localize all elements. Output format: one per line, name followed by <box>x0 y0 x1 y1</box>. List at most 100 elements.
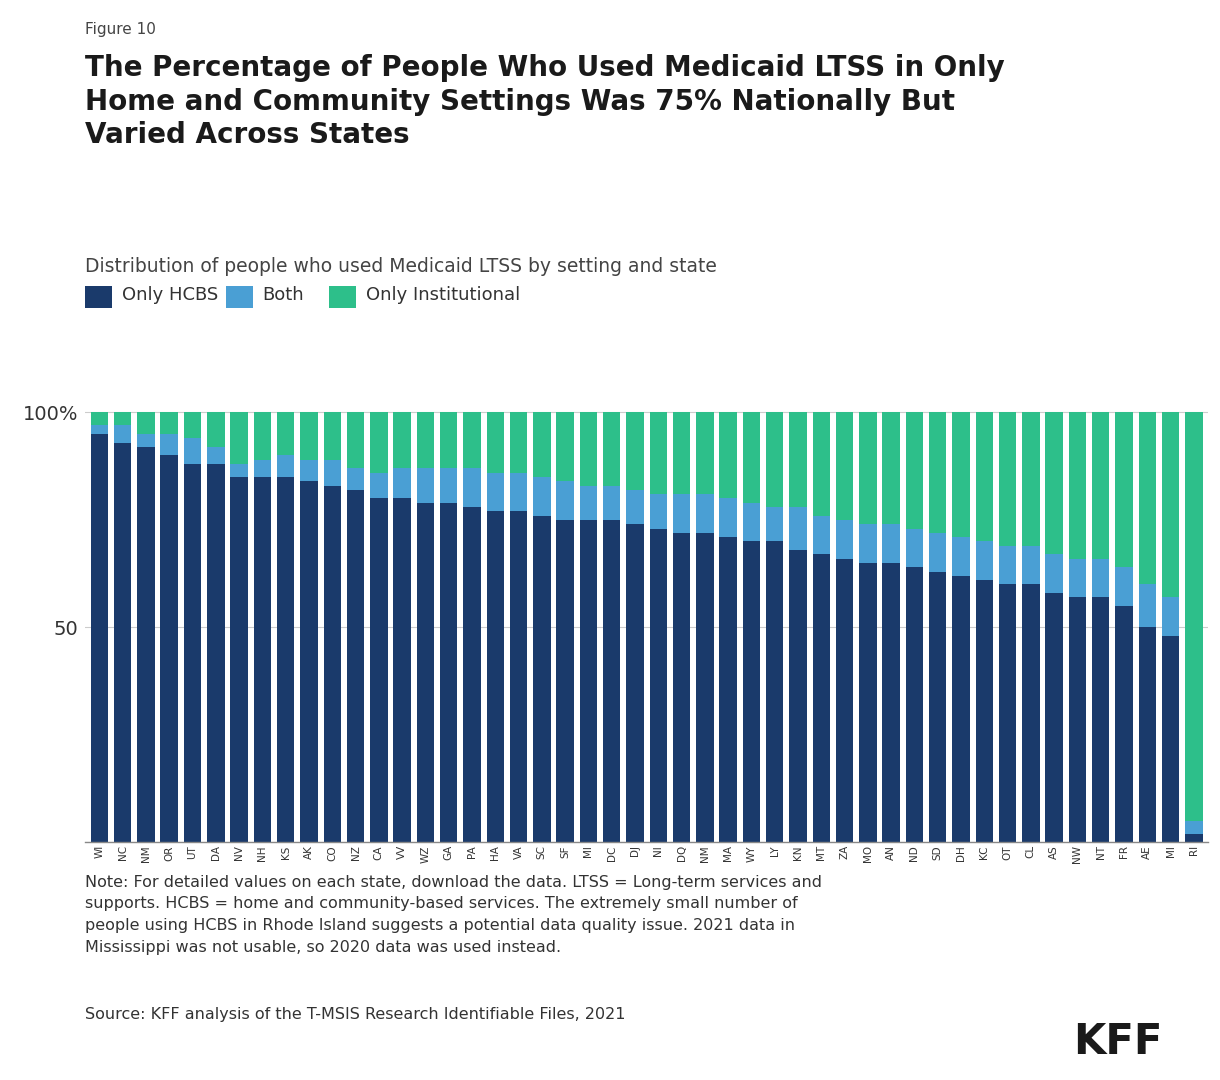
Bar <box>1092 558 1109 597</box>
Bar <box>882 413 900 524</box>
Bar <box>1161 413 1180 597</box>
Bar <box>580 486 597 519</box>
Bar <box>1022 413 1039 545</box>
Bar <box>813 554 830 842</box>
Bar <box>161 413 178 434</box>
Bar <box>813 515 830 554</box>
Bar <box>1022 545 1039 584</box>
Bar <box>137 447 155 842</box>
Bar <box>184 464 201 842</box>
Bar <box>928 571 947 842</box>
Bar <box>1046 413 1063 554</box>
Bar <box>836 519 853 558</box>
Bar <box>300 460 317 482</box>
Bar <box>1185 834 1203 842</box>
Bar <box>370 498 388 842</box>
Bar <box>254 460 271 477</box>
Bar <box>649 413 667 495</box>
Bar <box>789 413 806 507</box>
Bar <box>254 477 271 842</box>
Bar <box>346 490 365 842</box>
Bar <box>626 524 644 842</box>
Bar <box>300 482 317 842</box>
Bar <box>953 413 970 537</box>
Bar <box>346 413 365 469</box>
Bar <box>161 456 178 842</box>
Bar <box>510 473 527 511</box>
Bar <box>672 532 691 842</box>
Bar <box>207 447 224 464</box>
Bar <box>231 464 248 477</box>
Bar <box>697 413 714 495</box>
Bar <box>1022 584 1039 842</box>
Text: The Percentage of People Who Used Medicaid LTSS in Only
Home and Community Setti: The Percentage of People Who Used Medica… <box>85 54 1005 149</box>
Bar <box>440 469 458 502</box>
Bar <box>277 413 294 456</box>
Bar <box>743 413 760 502</box>
Bar <box>743 541 760 842</box>
Bar <box>393 469 411 498</box>
Bar <box>603 519 621 842</box>
Bar <box>487 473 504 511</box>
Bar <box>464 469 481 507</box>
Bar <box>556 413 573 482</box>
Bar <box>556 519 573 842</box>
Bar <box>1138 627 1157 842</box>
Bar <box>231 413 248 464</box>
Text: Only HCBS: Only HCBS <box>122 286 218 303</box>
Text: Only Institutional: Only Institutional <box>366 286 520 303</box>
Bar <box>672 413 691 495</box>
Bar <box>417 502 434 842</box>
Bar <box>1138 413 1157 584</box>
Bar <box>1069 558 1086 597</box>
Bar <box>882 563 900 842</box>
Bar <box>603 486 621 519</box>
Bar <box>207 464 224 842</box>
Bar <box>1161 597 1180 636</box>
Bar <box>370 473 388 498</box>
Bar <box>113 426 132 443</box>
Bar <box>533 515 550 842</box>
Bar <box>533 477 550 515</box>
Bar <box>510 511 527 842</box>
Bar <box>161 434 178 456</box>
Bar <box>928 532 947 571</box>
Bar <box>1115 606 1132 842</box>
Bar <box>323 460 340 486</box>
Bar <box>953 537 970 576</box>
Bar <box>953 576 970 842</box>
Bar <box>254 413 271 460</box>
Bar <box>323 486 340 842</box>
Bar <box>300 413 317 460</box>
Bar <box>1069 597 1086 842</box>
Bar <box>556 482 573 519</box>
Bar <box>1092 597 1109 842</box>
Bar <box>440 502 458 842</box>
Bar <box>789 550 806 842</box>
Bar <box>905 413 924 528</box>
Bar <box>1069 413 1086 558</box>
Bar <box>417 413 434 469</box>
Text: Distribution of people who used Medicaid LTSS by setting and state: Distribution of people who used Medicaid… <box>85 257 717 276</box>
Bar <box>417 469 434 502</box>
Bar <box>999 545 1016 584</box>
Bar <box>90 413 109 426</box>
Bar <box>882 524 900 563</box>
Bar <box>277 456 294 477</box>
Bar <box>1115 413 1132 567</box>
Bar <box>999 413 1016 545</box>
Bar <box>393 413 411 469</box>
Text: KFF: KFF <box>1074 1021 1163 1063</box>
Bar <box>137 434 155 447</box>
Bar <box>859 563 876 842</box>
Bar <box>90 434 109 842</box>
Bar <box>510 413 527 473</box>
Bar <box>905 528 924 567</box>
Bar <box>626 413 644 490</box>
Bar <box>859 524 876 563</box>
Bar <box>766 413 783 507</box>
Bar <box>464 413 481 469</box>
Bar <box>323 413 340 460</box>
Bar <box>836 558 853 842</box>
Bar <box>649 495 667 528</box>
